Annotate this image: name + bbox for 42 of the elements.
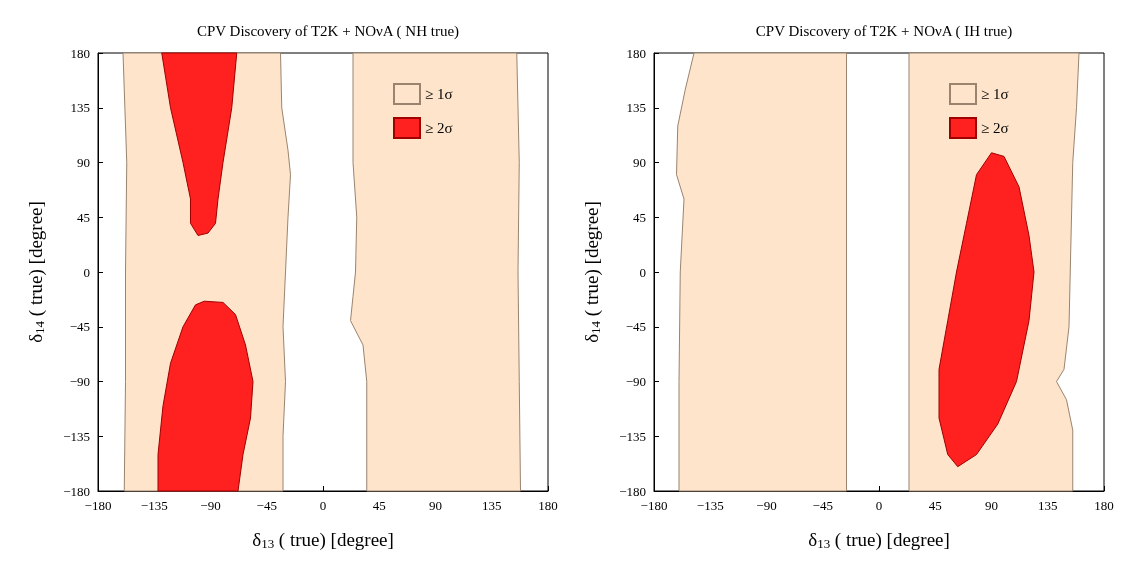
x-tick-label: −45 [256,498,277,513]
x-tick-label: −135 [140,498,168,513]
y-tick-label: 180 [626,45,646,61]
x-tick-label: 0 [875,498,883,513]
y-tick-label: 135 [626,100,646,116]
chart-title: CPV Discovery of T2K + NOνA ( NH true) [196,22,460,40]
y-axis-title: δ14 ( true) [degree] [581,201,603,343]
x-tick-label: −45 [812,498,833,513]
y-tick-label: −135 [63,428,90,444]
y-tick-label: −45 [69,319,90,335]
x-tick-label: 90 [985,498,998,513]
x-tick-label: 45 [928,498,942,513]
x-tick-label: 180 [538,498,558,513]
x-tick-label: −90 [200,498,221,513]
y-tick-label: 0 [83,264,90,280]
x-tick-label: 135 [482,498,502,513]
y-tick-label: −180 [63,483,90,499]
y-tick-label: −90 [69,374,90,389]
legend-label: ≥ 1σ [425,86,453,102]
y-tick-label: 45 [633,209,646,225]
y-tick-label: −135 [619,428,646,444]
chart-title: CPV Discovery of T2K + NOνA ( IH true) [755,22,1013,40]
y-tick-label: −90 [625,374,646,389]
x-tick-label: 0 [319,498,327,513]
x-tick-label: 135 [1038,498,1058,513]
y-tick-label: 135 [70,100,90,116]
y-tick-label: −180 [619,483,646,499]
y-tick-label: 0 [639,264,646,280]
y-tick-label: −45 [625,319,646,335]
x-tick-label: 180 [1094,498,1114,513]
x-tick-label: −135 [696,498,724,513]
y-tick-label: 90 [633,155,646,170]
legend-label: ≥ 2σ [425,120,453,136]
y-tick-label: 180 [70,45,90,61]
y-axis-title: δ14 ( true) [degree] [25,201,47,343]
x-tick-label: 45 [372,498,386,513]
y-tick-label: 90 [77,155,90,170]
legend-label: ≥ 2σ [981,120,1009,136]
legend-label: ≥ 1σ [981,86,1009,102]
y-tick-label: 45 [77,209,90,225]
x-tick-label: −90 [756,498,777,513]
x-tick-label: 90 [429,498,442,513]
